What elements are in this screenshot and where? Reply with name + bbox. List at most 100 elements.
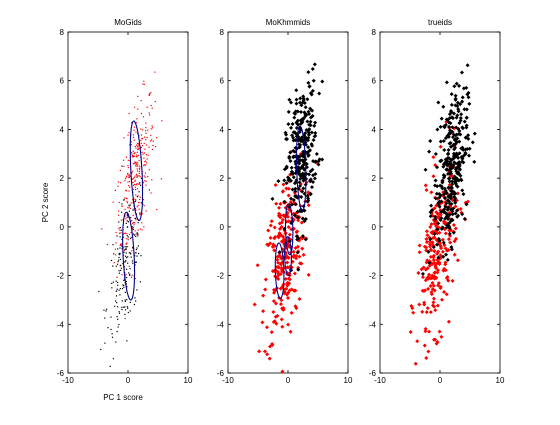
data-point — [140, 128, 142, 130]
data-point — [145, 138, 147, 141]
data-point — [303, 105, 308, 110]
data-point — [307, 84, 312, 89]
data-point — [428, 244, 433, 249]
data-point — [146, 106, 148, 108]
data-point — [130, 253, 132, 255]
cluster-ellipse — [295, 125, 307, 212]
data-point — [124, 180, 126, 182]
data-point — [453, 181, 458, 186]
data-point — [117, 260, 119, 263]
data-point — [146, 162, 148, 164]
data-point — [437, 230, 442, 235]
data-point — [294, 101, 299, 106]
data-point — [121, 288, 124, 290]
data-point — [293, 202, 298, 207]
data-point — [445, 198, 450, 203]
data-point — [277, 253, 282, 258]
data-point — [263, 277, 268, 282]
data-point — [424, 245, 429, 250]
data-point — [128, 210, 131, 212]
data-point — [292, 181, 297, 186]
data-point — [447, 176, 452, 181]
data-point — [130, 231, 132, 234]
data-point — [132, 150, 134, 152]
data-point — [126, 175, 128, 177]
data-point — [120, 232, 122, 234]
data-point — [450, 182, 455, 187]
data-point — [137, 229, 139, 231]
data-point — [298, 261, 303, 266]
x-tick-label: -10 — [374, 376, 386, 385]
data-point — [123, 159, 125, 161]
data-point — [288, 150, 293, 155]
data-point — [423, 267, 428, 272]
data-point — [465, 147, 470, 152]
y-tick-label: 4 — [372, 125, 377, 134]
data-point — [137, 146, 139, 148]
data-point — [417, 302, 422, 307]
data-point — [424, 356, 429, 361]
data-point — [136, 174, 138, 176]
data-point — [115, 254, 117, 256]
data-point — [135, 233, 137, 235]
data-point — [124, 215, 126, 217]
y-tick-label: 4 — [220, 125, 225, 134]
data-point — [281, 240, 286, 245]
data-point — [151, 125, 153, 127]
data-point — [431, 296, 436, 301]
data-point — [119, 294, 121, 296]
data-point — [292, 130, 297, 135]
data-point — [450, 209, 455, 214]
data-point — [452, 84, 457, 89]
data-point — [428, 214, 433, 219]
data-point — [142, 198, 144, 201]
data-point — [436, 259, 441, 264]
data-point — [114, 305, 116, 307]
data-point — [293, 304, 298, 309]
data-point — [290, 187, 295, 192]
data-point — [105, 310, 107, 312]
data-point — [447, 124, 452, 129]
data-point — [267, 344, 272, 349]
data-point — [135, 147, 137, 149]
data-point — [294, 230, 299, 235]
data-point — [286, 243, 291, 248]
data-point — [132, 247, 134, 249]
data-point — [142, 182, 144, 184]
data-point — [427, 149, 432, 154]
data-point — [283, 130, 288, 135]
data-point — [136, 247, 138, 249]
data-point — [286, 290, 291, 295]
data-point — [447, 226, 452, 231]
data-point — [128, 274, 131, 276]
data-point — [277, 231, 282, 236]
data-point — [293, 194, 298, 199]
data-point — [453, 200, 458, 205]
data-point — [286, 255, 291, 260]
data-point — [142, 153, 144, 155]
data-point — [132, 209, 134, 211]
data-point — [438, 284, 443, 289]
x-tick-label: 0 — [126, 376, 131, 385]
data-point — [283, 276, 288, 281]
data-point — [296, 267, 301, 272]
data-point — [295, 237, 300, 242]
data-point — [451, 230, 456, 235]
data-point — [294, 88, 299, 93]
data-point — [135, 173, 138, 175]
data-point — [126, 340, 128, 342]
data-point — [135, 161, 137, 163]
y-tick-label: -4 — [217, 320, 225, 329]
data-point — [140, 146, 142, 148]
data-point — [292, 288, 297, 293]
data-point — [139, 184, 142, 186]
data-point — [454, 236, 459, 241]
data-point — [145, 122, 147, 124]
data-point — [132, 181, 134, 184]
data-point — [431, 303, 436, 308]
data-point — [128, 233, 131, 236]
data-point — [276, 276, 281, 281]
data-point — [124, 317, 126, 320]
data-point — [156, 137, 158, 139]
